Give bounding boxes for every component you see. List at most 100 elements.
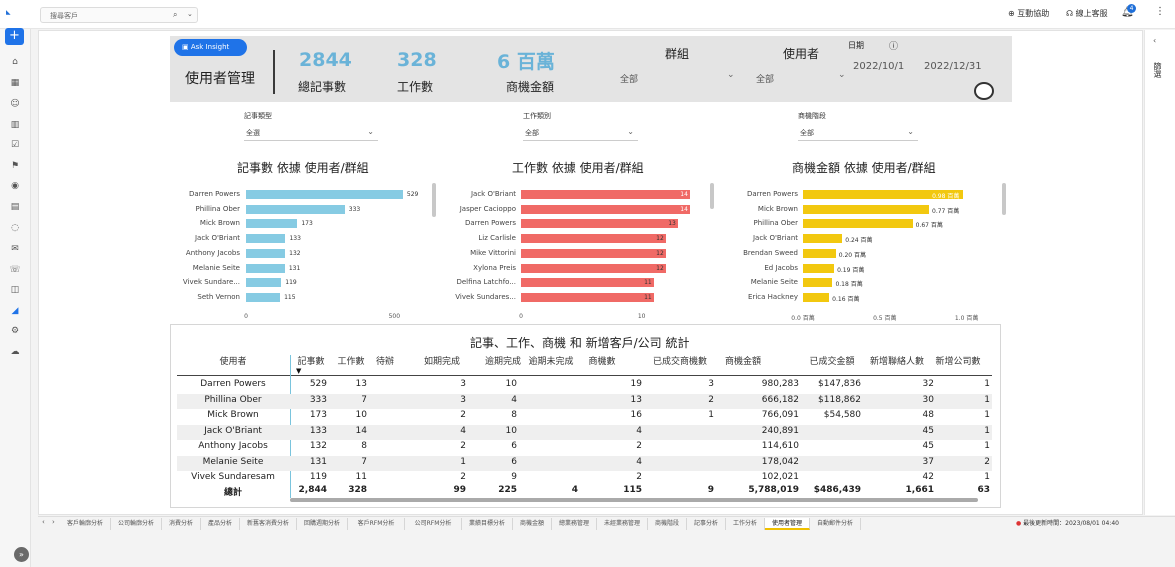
task-icon[interactable]: ☑	[10, 140, 20, 150]
table-column-header[interactable]: 商機數	[588, 357, 616, 367]
tab-page[interactable]: 未經業務管理	[597, 518, 648, 530]
chart-bar[interactable]	[521, 204, 690, 214]
chart-bar[interactable]	[521, 234, 666, 244]
settings-icon[interactable]: ⚙	[10, 326, 20, 336]
table-column-header[interactable]: 待辦	[375, 357, 395, 367]
more-icon[interactable]: ⋮	[1155, 6, 1165, 17]
support-link[interactable]: ☊ 線上客服	[1066, 9, 1108, 18]
table-column-header[interactable]: 已成交商機數	[652, 357, 708, 367]
chevron-left-icon[interactable]: ‹	[1153, 36, 1157, 45]
company-icon[interactable]: ▥	[10, 120, 20, 130]
chart-bar[interactable]	[521, 278, 654, 288]
tab-prev-icon[interactable]: ‹	[42, 518, 45, 526]
chart-bar[interactable]	[246, 263, 285, 273]
table-column-header[interactable]: 記事數	[297, 357, 325, 367]
group-dropdown[interactable]: 全部	[620, 75, 639, 85]
create-button[interactable]: +	[5, 28, 24, 45]
chart-bar[interactable]	[521, 190, 690, 199]
chat-icon[interactable]: ◌	[11, 223, 19, 233]
chart-bar[interactable]	[246, 190, 403, 199]
tab-page[interactable]: 新舊客消費分析	[240, 518, 297, 530]
chart-bar[interactable]	[803, 292, 830, 302]
document-icon[interactable]: ▤	[10, 202, 20, 212]
table-column-header[interactable]: 如期完成	[423, 357, 461, 367]
chart-bar[interactable]	[803, 263, 835, 273]
help-link[interactable]: ⊕ 互動協助	[1008, 9, 1050, 18]
tab-page[interactable]: 客戶RFM分析	[348, 518, 405, 530]
tab-page[interactable]: 記事分析	[687, 518, 726, 530]
search-input[interactable]: 搜尋客戶	[50, 12, 78, 20]
chart-bar[interactable]	[521, 219, 678, 229]
chart-scrollbar[interactable]	[432, 183, 436, 217]
expand-sidebar-icon[interactable]: »	[14, 547, 29, 562]
cloud-icon[interactable]: ☁	[10, 347, 20, 357]
tab-page[interactable]: 自動郵件分析	[810, 518, 861, 530]
analytics-icon[interactable]: ◢	[11, 306, 19, 316]
table-column-header[interactable]: 新增聯絡人數	[869, 357, 925, 367]
date-end[interactable]: 2022/12/31	[924, 61, 982, 72]
tab-page[interactable]: 業績目標分析	[462, 518, 513, 530]
mail-icon[interactable]: ✉	[11, 244, 19, 254]
chart-bar[interactable]	[521, 263, 666, 273]
table-column-header[interactable]: 使用者	[219, 357, 247, 367]
chart-bar[interactable]	[803, 204, 929, 214]
table-column-header[interactable]: 已成交金額	[809, 357, 855, 367]
home-icon[interactable]: ⌂	[12, 57, 18, 67]
tab-page[interactable]: 客戶輪廓分析	[60, 518, 111, 530]
tab-page[interactable]: 商機金額	[513, 518, 552, 530]
chart-bar[interactable]	[521, 248, 666, 258]
chart-bar[interactable]	[803, 248, 836, 258]
sort-desc-icon[interactable]: ▼	[296, 367, 302, 375]
calendar-icon[interactable]: ▦	[10, 78, 20, 88]
slicer-note-type[interactable]: 全選 ⌄	[244, 126, 378, 141]
chevron-down-icon[interactable]: ⌄	[838, 70, 846, 80]
phone-icon[interactable]: ☏	[9, 265, 21, 275]
table-column-header[interactable]: 工作數	[337, 357, 365, 367]
slicer-task-type[interactable]: 全部 ⌄	[523, 126, 638, 141]
chart-scrollbar[interactable]	[1002, 183, 1006, 215]
chevron-down-icon[interactable]: ⌄	[727, 70, 735, 80]
chart-bar[interactable]	[246, 292, 281, 302]
user-dropdown[interactable]: 全部	[756, 75, 775, 85]
tab-page[interactable]: 公司輪廓分析	[111, 518, 162, 530]
tab-page[interactable]: 產品分析	[201, 518, 240, 530]
chart-bar[interactable]	[246, 248, 286, 258]
tab-page[interactable]: 商機階段	[648, 518, 687, 530]
chart-bar[interactable]	[521, 292, 654, 302]
chart-bar[interactable]	[803, 190, 964, 199]
ask-insight-button[interactable]: ▣ Ask Insight	[174, 39, 247, 56]
chart-bar[interactable]	[246, 204, 345, 214]
contact-icon[interactable]: ☺	[10, 99, 20, 109]
chart-bar[interactable]	[246, 234, 286, 244]
table-column-header[interactable]: 逾期完成	[484, 357, 522, 367]
slicer-deal-stage[interactable]: 全部 ⌄	[798, 126, 918, 141]
table-column-header[interactable]: 商機金額	[724, 357, 762, 367]
deal-icon[interactable]: ⚑	[10, 161, 20, 171]
tab-next-icon[interactable]: ›	[52, 518, 55, 526]
chart-bar[interactable]	[803, 278, 833, 288]
app-logo[interactable]: ◣	[6, 9, 11, 16]
tab-active[interactable]: 使用者管理	[765, 518, 810, 530]
table-column-header[interactable]: 逾期未完成	[528, 357, 574, 367]
filter-pane-label[interactable]: 篩選	[1153, 62, 1162, 78]
chart-bar[interactable]	[803, 234, 843, 244]
chart-bar[interactable]	[246, 219, 298, 229]
chart-bar[interactable]	[803, 219, 913, 229]
location-icon[interactable]: ◉	[11, 181, 19, 191]
help-icon[interactable]: ⓘ	[889, 42, 899, 52]
toggle-switch[interactable]	[974, 82, 994, 100]
chart-bar[interactable]	[246, 278, 282, 288]
search-icon[interactable]: ⌕	[173, 10, 178, 19]
message-icon[interactable]: ◫	[10, 285, 20, 295]
table-scrollbar[interactable]	[290, 498, 978, 502]
tab-page[interactable]: 工作分析	[726, 518, 765, 530]
bell-icon[interactable]: 🔔︎	[1121, 7, 1134, 18]
search-box[interactable]: 搜尋客戶 ⌕ ⌄	[40, 7, 198, 23]
table-column-header[interactable]: 新增公司數	[935, 357, 981, 367]
chart-scrollbar[interactable]	[710, 183, 714, 209]
tab-page[interactable]: 公司RFM分析	[405, 518, 462, 530]
tab-page[interactable]: 總業務管理	[552, 518, 597, 530]
tab-page[interactable]: 回購週期分析	[297, 518, 348, 530]
chevron-down-icon[interactable]: ⌄	[187, 10, 193, 18]
date-start[interactable]: 2022/10/1	[853, 61, 905, 72]
